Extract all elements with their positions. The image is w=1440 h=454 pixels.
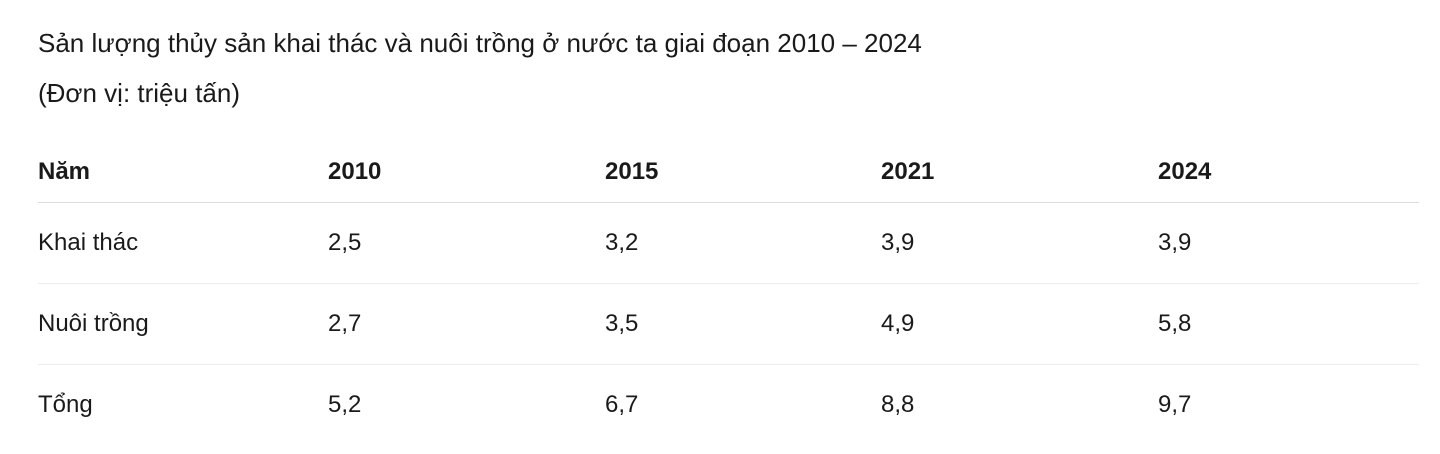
unit-caption: (Đơn vị: triệu tấn) (38, 78, 240, 108)
table-cell: 9,7 (1158, 391, 1192, 418)
table-cell: 5,2 (328, 391, 362, 418)
data-table: Năm 2010 2015 2021 2024 Khai thác 2,5 3,… (38, 142, 1419, 445)
header-cell-year-label: Năm (38, 158, 91, 185)
row-label: Nuôi trồng (38, 310, 149, 337)
header-cell-2015: 2015 (605, 158, 659, 185)
row-label: Khai thác (38, 229, 139, 256)
header-cell-2021: 2021 (881, 158, 935, 185)
table-cell: 8,8 (881, 391, 915, 418)
table-row: Khai thác 2,5 3,2 3,9 3,9 (38, 203, 1419, 284)
row-label: Tổng (38, 391, 93, 418)
header-cell-2024: 2024 (1158, 158, 1212, 185)
table-cell: 3,9 (1158, 229, 1192, 256)
table-cell: 5,8 (1158, 310, 1192, 337)
table-row: Tổng 5,2 6,7 8,8 9,7 (38, 365, 1419, 445)
table-cell: 3,9 (881, 229, 915, 256)
table-cell: 3,5 (605, 310, 639, 337)
table-cell: 4,9 (881, 310, 915, 337)
table-header-row: Năm 2010 2015 2021 2024 (38, 142, 1419, 203)
table-cell: 3,2 (605, 229, 639, 256)
table-cell: 2,7 (328, 310, 362, 337)
table-row: Nuôi trồng 2,7 3,5 4,9 5,8 (38, 284, 1419, 365)
table-title: Sản lượng thủy sản khai thác và nuôi trồ… (38, 28, 922, 58)
table-cell: 6,7 (605, 391, 639, 418)
header-cell-2010: 2010 (328, 158, 382, 185)
table-cell: 2,5 (328, 229, 362, 256)
